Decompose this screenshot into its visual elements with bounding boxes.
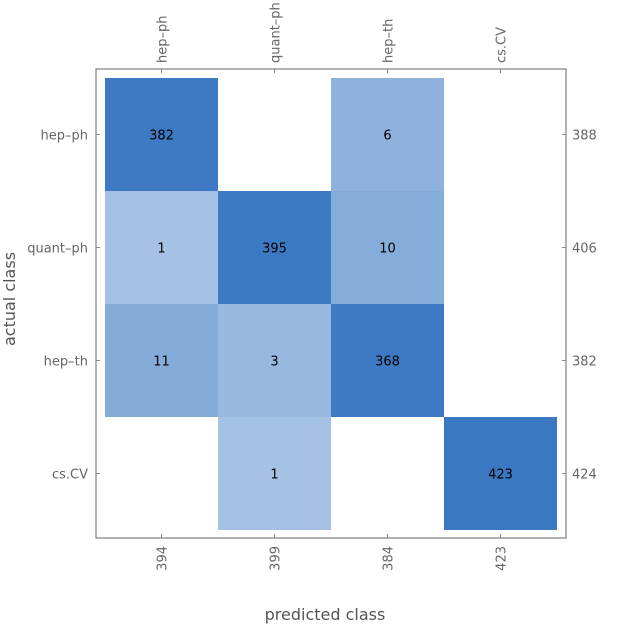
y-category-label-2: hep–th	[44, 355, 88, 370]
cell-value-2-1: 3	[270, 355, 278, 370]
row-total-2: 382	[572, 355, 597, 370]
cell-3-1	[218, 417, 331, 530]
cell-2-0	[105, 304, 218, 417]
cell-2-2	[331, 304, 444, 417]
x-axis-label: predicted class	[265, 605, 386, 624]
cell-0-0	[105, 78, 218, 191]
cell-value-0-2: 6	[383, 129, 391, 144]
column-total-3: 423	[495, 546, 510, 571]
cell-value-3-1: 1	[270, 468, 278, 483]
y-category-label-0: hep–ph	[41, 129, 88, 144]
frame-layer	[95, 68, 567, 539]
cell-value-2-2: 368	[375, 355, 400, 370]
x-category-label-1: quant–ph	[269, 2, 284, 63]
cell-value-1-0: 1	[157, 242, 165, 257]
cell-value-1-2: 10	[379, 242, 396, 257]
column-total-2: 384	[382, 546, 397, 571]
cell-1-0	[105, 191, 218, 304]
cell-1-1	[218, 191, 331, 304]
row-total-3: 424	[572, 468, 597, 483]
y-axis-label: actual class	[0, 252, 19, 346]
x-category-label-0: hep–ph	[156, 16, 171, 63]
cell-3-3	[444, 417, 557, 530]
cell-2-1	[218, 304, 331, 417]
row-total-0: 388	[572, 129, 597, 144]
cell-value-3-3: 423	[488, 468, 513, 483]
column-total-0: 394	[156, 546, 171, 571]
x-category-label-2: hep–th	[382, 19, 397, 63]
x-category-label-3: cs.CV	[495, 27, 510, 63]
labels-layer: hep–ph 394 quant–ph 399 hep–th 384 cs.CV 423 hep…	[27, 2, 597, 571]
y-category-label-3: cs.CV	[52, 468, 88, 483]
y-category-label-1: quant–ph	[27, 242, 88, 257]
cell-1-2	[331, 191, 444, 304]
row-total-1: 406	[572, 242, 597, 257]
cell-value-1-1: 395	[262, 242, 287, 257]
cell-value-2-0: 11	[153, 355, 170, 370]
cell-0-2	[331, 78, 444, 191]
cell-value-0-0: 382	[149, 129, 174, 144]
cells-layer: 382 6 1 395 10 11 3 368 1 423	[105, 78, 557, 530]
column-total-1: 399	[269, 546, 284, 571]
plot-frame	[95, 68, 567, 539]
